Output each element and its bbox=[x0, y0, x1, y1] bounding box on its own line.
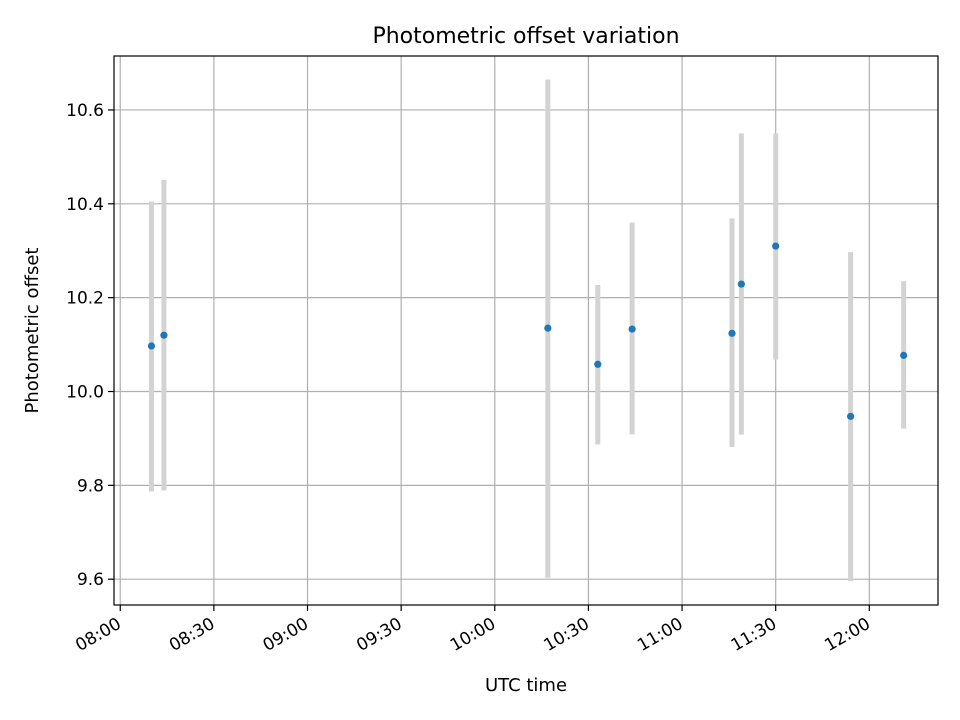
y-tick-label: 10.4 bbox=[66, 195, 104, 215]
plot-frame bbox=[113, 55, 939, 606]
data-point bbox=[900, 351, 908, 359]
data-point bbox=[147, 342, 156, 350]
y-tick-label: 9.6 bbox=[77, 570, 104, 590]
data-point bbox=[737, 280, 745, 288]
data-point bbox=[847, 412, 855, 420]
y-tick-label: 10.6 bbox=[66, 101, 104, 121]
y-axis-title: Photometric offset bbox=[22, 248, 43, 414]
data-point bbox=[160, 331, 168, 339]
data-point bbox=[544, 324, 552, 332]
y-tick-label: 10.0 bbox=[66, 383, 104, 403]
y-tick-label: 9.8 bbox=[77, 476, 104, 496]
data-point bbox=[728, 329, 736, 337]
x-axis-title: UTC time bbox=[485, 675, 567, 696]
y-tick-label: 10.2 bbox=[66, 289, 104, 309]
grid bbox=[114, 56, 938, 605]
data-point bbox=[628, 325, 636, 333]
data-point bbox=[594, 360, 602, 368]
data-point bbox=[772, 242, 780, 250]
chart-title: Photometric offset variation bbox=[372, 24, 679, 49]
data-points bbox=[147, 242, 908, 420]
